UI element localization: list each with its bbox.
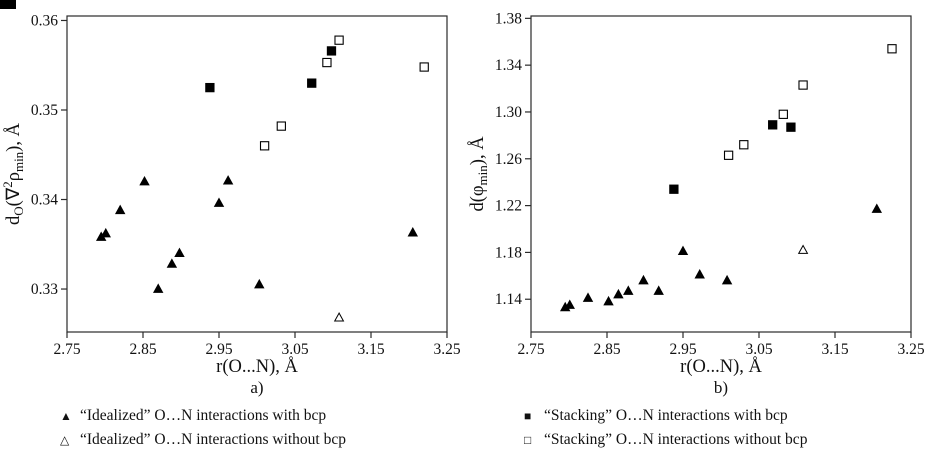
legend-item: □ “Stacking” O…N interactions without bc… bbox=[524, 428, 928, 452]
open-triangle-icon: △ bbox=[60, 433, 70, 447]
x-tick-label: 3.25 bbox=[897, 341, 924, 358]
filled-triangle-icon: ▲ bbox=[60, 409, 72, 423]
x-axis-label: r(O...N), Å bbox=[216, 356, 298, 377]
y-tick-label: 1.26 bbox=[495, 151, 522, 168]
legend-label: “Idealized” O…N interactions with bcp bbox=[80, 407, 327, 424]
legend-idealized: ▲ “Idealized” O…N interactions with bcp … bbox=[0, 404, 464, 452]
legend-item: △ “Idealized” O…N interactions without b… bbox=[60, 428, 464, 452]
filled-square-icon: ■ bbox=[524, 409, 532, 423]
chart-svg: 2.75 2.85 2.95 3.05 3.15 3.25 1.14 1.18 1.22 1.26… bbox=[467, 10, 925, 377]
series-idealized-with-bcp bbox=[95, 175, 419, 293]
corner-artifact bbox=[0, 0, 16, 9]
x-tick-label: 2.85 bbox=[129, 341, 156, 358]
y-axis-label: dO(∇2ρmin), Å bbox=[0, 122, 26, 225]
x-tick-label: 2.75 bbox=[53, 341, 80, 358]
y-tick-label: 0.34 bbox=[31, 192, 58, 209]
y-axis-label: d(φmin), Å bbox=[467, 136, 490, 212]
panel-b: 2.75 2.85 2.95 3.05 3.15 3.25 1.14 1.18 1.22 1.26… bbox=[464, 2, 928, 452]
figure: 2.75 2.85 2.95 3.05 3.15 3.25 0.33 0.34 0.35 0.36… bbox=[0, 2, 928, 452]
legend-label: “Stacking” O…N interactions without bcp bbox=[544, 431, 808, 448]
x-tick-label: 2.85 bbox=[593, 341, 620, 358]
series-idealized-without-bcp bbox=[333, 312, 345, 322]
panel-a: 2.75 2.85 2.95 3.05 3.15 3.25 0.33 0.34 0.35 0.36… bbox=[0, 2, 464, 452]
series-idealized-without-bcp bbox=[797, 244, 809, 254]
scatter-plot-b: 2.75 2.85 2.95 3.05 3.15 3.25 1.14 1.18 1.22 1.26… bbox=[464, 2, 928, 378]
y-tick-label: 1.22 bbox=[495, 198, 522, 215]
x-tick-label: 2.75 bbox=[517, 341, 544, 358]
legend-label: “Stacking” O…N interactions with bcp bbox=[544, 407, 788, 424]
y-tick-label: 1.38 bbox=[495, 10, 522, 27]
x-tick-label: 3.15 bbox=[357, 341, 384, 358]
panel-label-a: a) bbox=[250, 378, 264, 397]
x-tick-label: 3.25 bbox=[433, 341, 460, 358]
legend-item: ■ “Stacking” O…N interactions with bcp bbox=[524, 404, 928, 428]
x-tick-label: 3.15 bbox=[821, 341, 848, 358]
x-tick-label: 2.95 bbox=[205, 341, 232, 358]
series-stacking-with-bcp bbox=[669, 120, 796, 194]
x-axis-label: r(O...N), Å bbox=[680, 356, 762, 377]
series-stacking-without-bcp bbox=[723, 44, 897, 160]
plot-frame bbox=[66, 15, 448, 333]
open-square-icon: □ bbox=[524, 433, 532, 447]
y-tick-label: 0.33 bbox=[31, 281, 58, 298]
x-tick-label: 3.05 bbox=[281, 341, 308, 358]
y-tick-label: 0.36 bbox=[31, 12, 58, 29]
chart-svg: 2.75 2.85 2.95 3.05 3.15 3.25 0.33 0.34 0.35 0.36… bbox=[0, 12, 461, 377]
series-stacking-without-bcp bbox=[259, 35, 429, 151]
panel-label-b: b) bbox=[713, 378, 729, 397]
y-tick-label: 1.18 bbox=[495, 244, 522, 261]
plot-frame bbox=[530, 15, 912, 333]
legend-stacking: ■ “Stacking” O…N interactions with bcp □… bbox=[464, 404, 928, 452]
legend-label: “Idealized” O…N interactions without bcp bbox=[80, 431, 346, 448]
series-idealized-with-bcp bbox=[559, 203, 883, 312]
series-stacking-with-bcp bbox=[205, 46, 337, 93]
x-tick-label: 3.05 bbox=[745, 341, 772, 358]
y-tick-label: 1.30 bbox=[495, 104, 522, 121]
x-tick-label: 2.95 bbox=[669, 341, 696, 358]
scatter-plot-a: 2.75 2.85 2.95 3.05 3.15 3.25 0.33 0.34 0.35 0.36… bbox=[0, 2, 464, 378]
y-tick-label: 1.34 bbox=[495, 57, 522, 74]
legend-item: ▲ “Idealized” O…N interactions with bcp bbox=[60, 404, 464, 428]
y-tick-label: 1.14 bbox=[495, 291, 522, 308]
y-tick-label: 0.35 bbox=[31, 102, 58, 119]
